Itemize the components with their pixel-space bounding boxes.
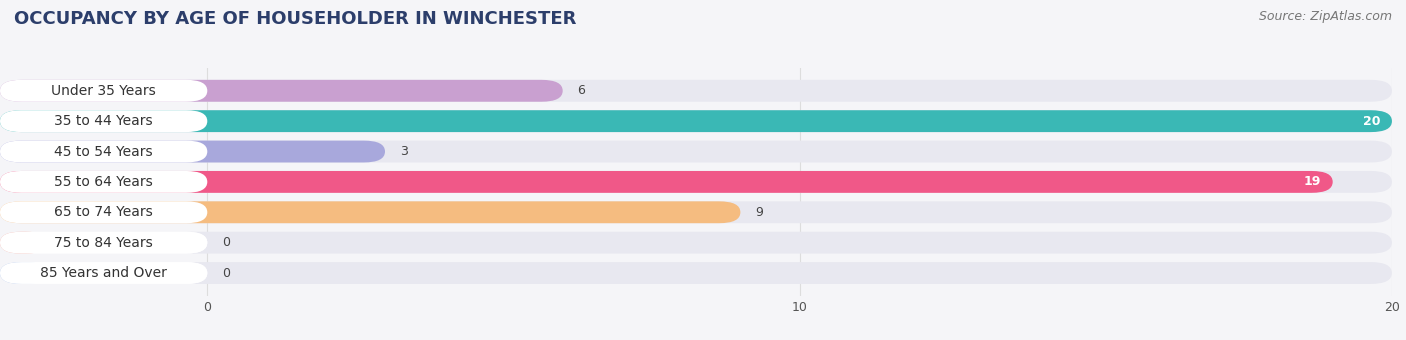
FancyBboxPatch shape [0, 232, 1392, 254]
FancyBboxPatch shape [0, 171, 207, 193]
FancyBboxPatch shape [0, 232, 48, 254]
Text: 0: 0 [222, 267, 231, 279]
Text: 45 to 54 Years: 45 to 54 Years [55, 144, 153, 158]
Text: 3: 3 [399, 145, 408, 158]
FancyBboxPatch shape [0, 80, 1392, 102]
Text: 9: 9 [755, 206, 763, 219]
FancyBboxPatch shape [0, 201, 741, 223]
Text: Source: ZipAtlas.com: Source: ZipAtlas.com [1258, 10, 1392, 23]
FancyBboxPatch shape [0, 262, 48, 284]
Text: 19: 19 [1303, 175, 1320, 188]
FancyBboxPatch shape [0, 201, 207, 223]
Text: 55 to 64 Years: 55 to 64 Years [55, 175, 153, 189]
FancyBboxPatch shape [0, 141, 207, 163]
FancyBboxPatch shape [0, 232, 207, 254]
FancyBboxPatch shape [0, 110, 1392, 132]
FancyBboxPatch shape [0, 262, 207, 284]
FancyBboxPatch shape [0, 171, 1333, 193]
FancyBboxPatch shape [0, 80, 207, 102]
FancyBboxPatch shape [0, 262, 207, 284]
Text: 85 Years and Over: 85 Years and Over [41, 266, 167, 280]
Text: 75 to 84 Years: 75 to 84 Years [55, 236, 153, 250]
Text: 0: 0 [222, 236, 231, 249]
FancyBboxPatch shape [0, 110, 207, 132]
FancyBboxPatch shape [0, 110, 207, 132]
FancyBboxPatch shape [0, 171, 207, 193]
FancyBboxPatch shape [0, 201, 1392, 223]
FancyBboxPatch shape [0, 141, 1392, 163]
FancyBboxPatch shape [0, 110, 1392, 132]
Text: OCCUPANCY BY AGE OF HOUSEHOLDER IN WINCHESTER: OCCUPANCY BY AGE OF HOUSEHOLDER IN WINCH… [14, 10, 576, 28]
FancyBboxPatch shape [0, 80, 207, 102]
FancyBboxPatch shape [0, 141, 207, 163]
FancyBboxPatch shape [0, 80, 562, 102]
FancyBboxPatch shape [0, 232, 207, 254]
Text: 65 to 74 Years: 65 to 74 Years [55, 205, 153, 219]
FancyBboxPatch shape [0, 171, 1392, 193]
FancyBboxPatch shape [0, 201, 207, 223]
FancyBboxPatch shape [0, 262, 1392, 284]
FancyBboxPatch shape [0, 141, 385, 163]
Text: 20: 20 [1362, 115, 1381, 128]
Text: Under 35 Years: Under 35 Years [51, 84, 156, 98]
Text: 6: 6 [578, 84, 585, 97]
Text: 35 to 44 Years: 35 to 44 Years [55, 114, 153, 128]
